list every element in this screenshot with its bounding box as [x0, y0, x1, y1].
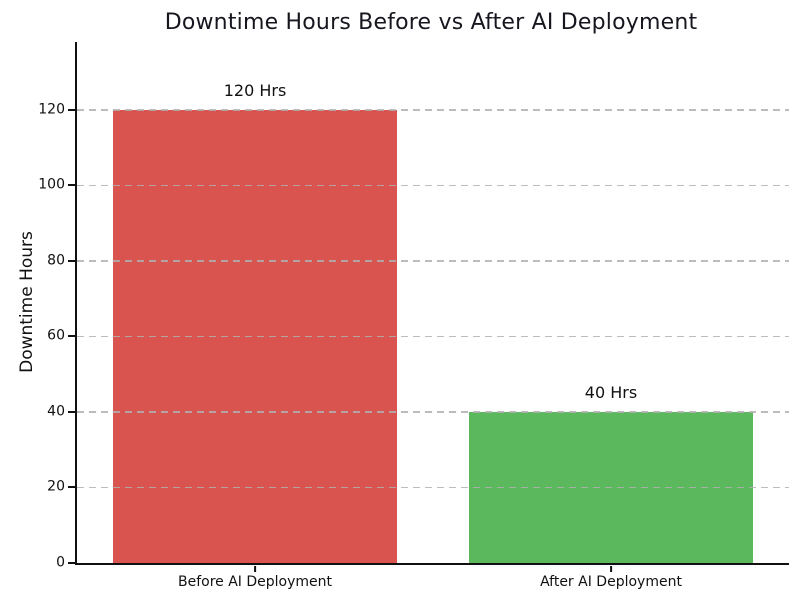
y-tick-mark: [68, 184, 75, 187]
y-tick-mark: [68, 259, 75, 262]
y-tick-label: 60: [47, 328, 65, 345]
gridline: [77, 486, 789, 489]
y-axis-label: Downtime Hours: [17, 231, 37, 373]
plot-area: 0 20 40 60 80 100 120 120 Hrs Before AI Deployme…: [38, 42, 789, 590]
x-tick-mark: [254, 565, 256, 572]
x-tick-mark: [610, 565, 612, 572]
y-tick-label: 0: [56, 554, 65, 571]
y-tick-label: 40: [47, 403, 65, 420]
gridline: [77, 335, 789, 338]
gridline: [77, 260, 789, 262]
y-tick-mark: [68, 410, 75, 413]
chart-title: Downtime Hours Before vs After AI Deploy…: [164, 10, 698, 35]
bar-value-label: 40 Hrs: [584, 382, 638, 402]
y-tick-mark: [68, 335, 75, 338]
y-tick-mark: [68, 486, 75, 489]
x-tick-label: Before AI Deployment: [177, 574, 333, 590]
y-tick-label: 20: [47, 479, 65, 496]
x-tick-label: After AI Deployment: [540, 574, 682, 590]
y-tick-mark: [68, 562, 75, 564]
y-tick-label: 100: [38, 177, 65, 194]
gridline: [77, 411, 789, 413]
y-tick-mark: [68, 108, 75, 111]
y-tick-label: 80: [47, 252, 65, 269]
y-tick-label: 120: [38, 101, 65, 118]
bar-value-label: 120 Hrs: [223, 80, 287, 100]
gridline: [77, 184, 789, 187]
gridline: [77, 109, 789, 111]
